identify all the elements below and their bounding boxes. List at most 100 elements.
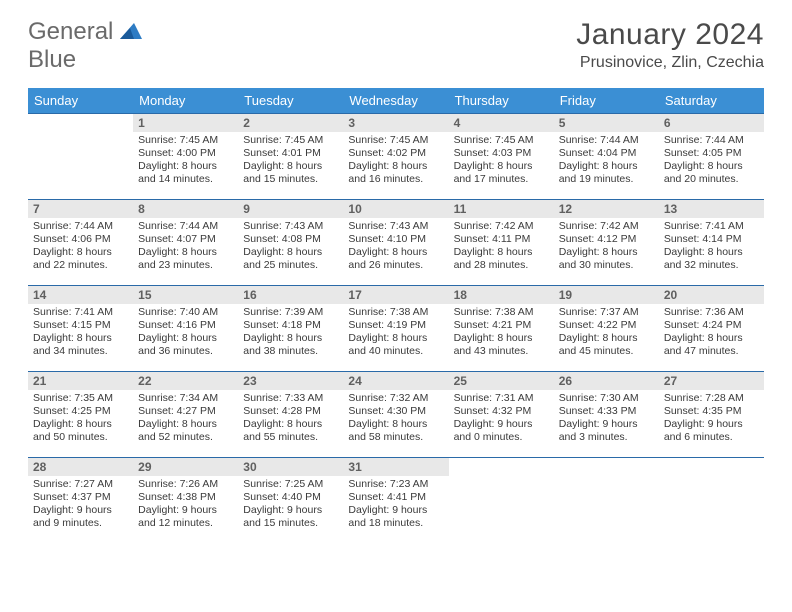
day-info: Sunrise: 7:42 AMSunset: 4:11 PMDaylight:…	[449, 218, 554, 277]
day-number: 9	[238, 200, 343, 218]
calendar-empty-cell	[659, 458, 764, 544]
day-number: 22	[133, 372, 238, 390]
day-number: 20	[659, 286, 764, 304]
calendar-day-cell: 16Sunrise: 7:39 AMSunset: 4:18 PMDayligh…	[238, 286, 343, 372]
weekday-header: Wednesday	[343, 88, 448, 114]
calendar-day-cell: 22Sunrise: 7:34 AMSunset: 4:27 PMDayligh…	[133, 372, 238, 458]
day-info: Sunrise: 7:25 AMSunset: 4:40 PMDaylight:…	[238, 476, 343, 535]
day-info: Sunrise: 7:39 AMSunset: 4:18 PMDaylight:…	[238, 304, 343, 363]
calendar-body: 1Sunrise: 7:45 AMSunset: 4:00 PMDaylight…	[28, 114, 764, 544]
day-info: Sunrise: 7:44 AMSunset: 4:07 PMDaylight:…	[133, 218, 238, 277]
calendar-day-cell: 21Sunrise: 7:35 AMSunset: 4:25 PMDayligh…	[28, 372, 133, 458]
weekday-header: Tuesday	[238, 88, 343, 114]
calendar-table: SundayMondayTuesdayWednesdayThursdayFrid…	[28, 88, 764, 544]
day-number: 1	[133, 114, 238, 132]
weekday-header: Sunday	[28, 88, 133, 114]
calendar-day-cell: 3Sunrise: 7:45 AMSunset: 4:02 PMDaylight…	[343, 114, 448, 200]
day-number: 25	[449, 372, 554, 390]
day-info: Sunrise: 7:40 AMSunset: 4:16 PMDaylight:…	[133, 304, 238, 363]
calendar-day-cell: 24Sunrise: 7:32 AMSunset: 4:30 PMDayligh…	[343, 372, 448, 458]
calendar-day-cell: 5Sunrise: 7:44 AMSunset: 4:04 PMDaylight…	[554, 114, 659, 200]
day-info: Sunrise: 7:36 AMSunset: 4:24 PMDaylight:…	[659, 304, 764, 363]
day-info: Sunrise: 7:43 AMSunset: 4:10 PMDaylight:…	[343, 218, 448, 277]
calendar-week-row: 1Sunrise: 7:45 AMSunset: 4:00 PMDaylight…	[28, 114, 764, 200]
calendar-day-cell: 27Sunrise: 7:28 AMSunset: 4:35 PMDayligh…	[659, 372, 764, 458]
day-number: 12	[554, 200, 659, 218]
day-number: 10	[343, 200, 448, 218]
calendar-day-cell: 1Sunrise: 7:45 AMSunset: 4:00 PMDaylight…	[133, 114, 238, 200]
day-info: Sunrise: 7:45 AMSunset: 4:02 PMDaylight:…	[343, 132, 448, 191]
calendar-day-cell: 4Sunrise: 7:45 AMSunset: 4:03 PMDaylight…	[449, 114, 554, 200]
day-info: Sunrise: 7:41 AMSunset: 4:14 PMDaylight:…	[659, 218, 764, 277]
day-info: Sunrise: 7:37 AMSunset: 4:22 PMDaylight:…	[554, 304, 659, 363]
day-info: Sunrise: 7:23 AMSunset: 4:41 PMDaylight:…	[343, 476, 448, 535]
calendar-day-cell: 11Sunrise: 7:42 AMSunset: 4:11 PMDayligh…	[449, 200, 554, 286]
weekday-header: Thursday	[449, 88, 554, 114]
day-number: 31	[343, 458, 448, 476]
calendar-day-cell: 28Sunrise: 7:27 AMSunset: 4:37 PMDayligh…	[28, 458, 133, 544]
calendar-day-cell: 25Sunrise: 7:31 AMSunset: 4:32 PMDayligh…	[449, 372, 554, 458]
day-number: 3	[343, 114, 448, 132]
day-info: Sunrise: 7:31 AMSunset: 4:32 PMDaylight:…	[449, 390, 554, 449]
day-number: 5	[554, 114, 659, 132]
title-block: January 2024 Prusinovice, Zlin, Czechia	[576, 18, 764, 72]
day-number: 28	[28, 458, 133, 476]
calendar-day-cell: 12Sunrise: 7:42 AMSunset: 4:12 PMDayligh…	[554, 200, 659, 286]
calendar-day-cell: 7Sunrise: 7:44 AMSunset: 4:06 PMDaylight…	[28, 200, 133, 286]
calendar-empty-cell	[449, 458, 554, 544]
calendar-day-cell: 29Sunrise: 7:26 AMSunset: 4:38 PMDayligh…	[133, 458, 238, 544]
calendar-day-cell: 2Sunrise: 7:45 AMSunset: 4:01 PMDaylight…	[238, 114, 343, 200]
day-number: 4	[449, 114, 554, 132]
location: Prusinovice, Zlin, Czechia	[576, 54, 764, 72]
day-number: 8	[133, 200, 238, 218]
day-info: Sunrise: 7:41 AMSunset: 4:15 PMDaylight:…	[28, 304, 133, 363]
day-number: 29	[133, 458, 238, 476]
weekday-header: Saturday	[659, 88, 764, 114]
day-number: 18	[449, 286, 554, 304]
calendar-day-cell: 18Sunrise: 7:38 AMSunset: 4:21 PMDayligh…	[449, 286, 554, 372]
day-info: Sunrise: 7:33 AMSunset: 4:28 PMDaylight:…	[238, 390, 343, 449]
day-info: Sunrise: 7:42 AMSunset: 4:12 PMDaylight:…	[554, 218, 659, 277]
day-info: Sunrise: 7:28 AMSunset: 4:35 PMDaylight:…	[659, 390, 764, 449]
day-number: 11	[449, 200, 554, 218]
calendar-day-cell: 9Sunrise: 7:43 AMSunset: 4:08 PMDaylight…	[238, 200, 343, 286]
header: General Blue January 2024 Prusinovice, Z…	[28, 18, 764, 74]
calendar-header-row: SundayMondayTuesdayWednesdayThursdayFrid…	[28, 88, 764, 114]
calendar-week-row: 21Sunrise: 7:35 AMSunset: 4:25 PMDayligh…	[28, 372, 764, 458]
calendar-day-cell: 10Sunrise: 7:43 AMSunset: 4:10 PMDayligh…	[343, 200, 448, 286]
calendar-day-cell: 31Sunrise: 7:23 AMSunset: 4:41 PMDayligh…	[343, 458, 448, 544]
day-info: Sunrise: 7:44 AMSunset: 4:04 PMDaylight:…	[554, 132, 659, 191]
day-number: 27	[659, 372, 764, 390]
calendar-day-cell: 6Sunrise: 7:44 AMSunset: 4:05 PMDaylight…	[659, 114, 764, 200]
calendar-day-cell: 8Sunrise: 7:44 AMSunset: 4:07 PMDaylight…	[133, 200, 238, 286]
calendar-day-cell: 26Sunrise: 7:30 AMSunset: 4:33 PMDayligh…	[554, 372, 659, 458]
day-number: 2	[238, 114, 343, 132]
logo-triangle-icon	[120, 23, 142, 39]
calendar-day-cell: 13Sunrise: 7:41 AMSunset: 4:14 PMDayligh…	[659, 200, 764, 286]
day-info: Sunrise: 7:44 AMSunset: 4:05 PMDaylight:…	[659, 132, 764, 191]
calendar-day-cell: 17Sunrise: 7:38 AMSunset: 4:19 PMDayligh…	[343, 286, 448, 372]
weekday-header: Friday	[554, 88, 659, 114]
day-info: Sunrise: 7:26 AMSunset: 4:38 PMDaylight:…	[133, 476, 238, 535]
day-number: 14	[28, 286, 133, 304]
calendar-day-cell: 19Sunrise: 7:37 AMSunset: 4:22 PMDayligh…	[554, 286, 659, 372]
day-number: 7	[28, 200, 133, 218]
day-info: Sunrise: 7:45 AMSunset: 4:03 PMDaylight:…	[449, 132, 554, 191]
day-info: Sunrise: 7:43 AMSunset: 4:08 PMDaylight:…	[238, 218, 343, 277]
day-info: Sunrise: 7:34 AMSunset: 4:27 PMDaylight:…	[133, 390, 238, 449]
day-info: Sunrise: 7:45 AMSunset: 4:00 PMDaylight:…	[133, 132, 238, 191]
day-info: Sunrise: 7:44 AMSunset: 4:06 PMDaylight:…	[28, 218, 133, 277]
calendar-day-cell: 14Sunrise: 7:41 AMSunset: 4:15 PMDayligh…	[28, 286, 133, 372]
day-info: Sunrise: 7:27 AMSunset: 4:37 PMDaylight:…	[28, 476, 133, 535]
day-number: 17	[343, 286, 448, 304]
calendar-day-cell: 23Sunrise: 7:33 AMSunset: 4:28 PMDayligh…	[238, 372, 343, 458]
calendar-week-row: 28Sunrise: 7:27 AMSunset: 4:37 PMDayligh…	[28, 458, 764, 544]
day-number: 15	[133, 286, 238, 304]
month-title: January 2024	[576, 18, 764, 52]
day-number: 16	[238, 286, 343, 304]
logo: General Blue	[28, 18, 142, 74]
weekday-header: Monday	[133, 88, 238, 114]
calendar-week-row: 14Sunrise: 7:41 AMSunset: 4:15 PMDayligh…	[28, 286, 764, 372]
day-info: Sunrise: 7:38 AMSunset: 4:19 PMDaylight:…	[343, 304, 448, 363]
day-number: 26	[554, 372, 659, 390]
